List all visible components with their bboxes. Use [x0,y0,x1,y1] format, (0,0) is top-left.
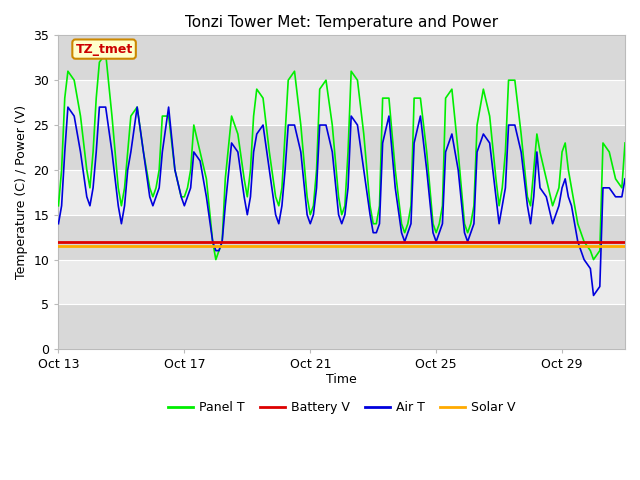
Air T [86,203,94,209]
Air T [533,149,541,155]
Y-axis label: Temperature (C) / Power (V): Temperature (C) / Power (V) [15,105,28,279]
Panel T [423,149,431,155]
Air T [417,113,424,119]
Panel T [589,257,597,263]
Bar [58,36,625,80]
Panel T [621,140,629,146]
Bar [58,215,625,260]
Bar [58,125,625,170]
Panel T [83,167,91,173]
Text: TZ_tmet: TZ_tmet [76,43,132,56]
Air T [54,221,62,227]
X-axis label: Time: Time [326,372,357,386]
Legend: Panel T, Battery V, Air T, Solar V: Panel T, Battery V, Air T, Solar V [163,396,521,420]
Panel T [401,230,408,236]
Bar [58,260,625,304]
Bar [58,304,625,349]
Air T [397,230,405,236]
Bar [58,170,625,215]
Bar [58,80,625,125]
Title: Tonzi Tower Met: Temperature and Power: Tonzi Tower Met: Temperature and Power [185,15,499,30]
Air T [385,113,393,119]
Panel T [102,50,109,56]
Panel T [536,149,544,155]
Line: Panel T: Panel T [58,53,625,260]
Air T [64,104,72,110]
Air T [589,293,597,299]
Panel T [392,167,399,173]
Air T [621,176,629,182]
Panel T [212,257,220,263]
Line: Air T: Air T [58,107,625,296]
Panel T [54,203,62,209]
Air T [586,266,594,272]
